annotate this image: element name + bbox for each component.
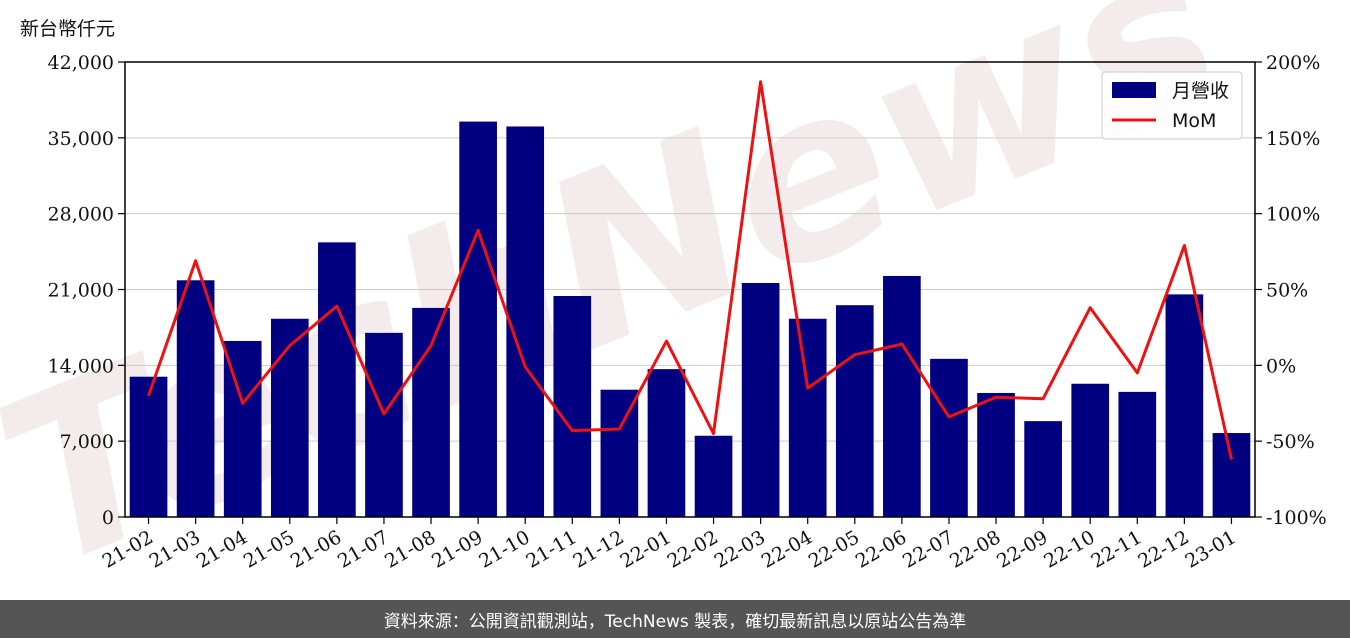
- x-tick-label: 22-11: [1087, 526, 1145, 572]
- legend-swatch-revenue: [1112, 82, 1156, 98]
- y-left-tick-label: 0: [102, 507, 114, 529]
- y-right-tick-label: 0%: [1266, 355, 1296, 377]
- x-tick-label: 21-08: [381, 526, 439, 572]
- x-tick-label: 22-02: [664, 526, 722, 572]
- x-tick-label: 22-01: [617, 526, 675, 572]
- revenue-chart: TechNews 07,00014,00021,00028,00035,0004…: [0, 0, 1327, 600]
- y-left-tick-label: 7,000: [60, 431, 114, 453]
- x-tick-label: 22-05: [805, 526, 863, 572]
- bar-22-07: [930, 358, 968, 517]
- bar-22-05: [835, 305, 874, 517]
- bar-22-03: [741, 283, 780, 517]
- y-right-tick-label: 150%: [1266, 128, 1320, 150]
- bar-22-12: [1165, 294, 1204, 517]
- y-right-tick-label: 50%: [1266, 280, 1308, 302]
- bar-21-09: [459, 121, 497, 517]
- bar-22-01: [647, 369, 686, 517]
- bar-21-02: [129, 376, 168, 517]
- x-tick-label: 21-12: [569, 526, 627, 572]
- x-tick-label: 22-07: [899, 526, 957, 572]
- y-left-tick-label: 35,000: [48, 128, 114, 150]
- x-tick-label: 22-03: [711, 526, 769, 572]
- y-axis-unit-label: 新台幣仟元: [20, 18, 116, 40]
- bar-22-09: [1024, 421, 1062, 517]
- y-left-tick-label: 28,000: [48, 204, 114, 226]
- x-tick-label: 21-11: [522, 526, 580, 572]
- bar-22-11: [1118, 391, 1157, 517]
- bar-21-04: [223, 340, 262, 517]
- bar-21-05: [270, 318, 309, 517]
- y-right-tick-label: -50%: [1266, 431, 1315, 453]
- legend-label-revenue: 月營收: [1172, 80, 1229, 102]
- source-footer: 資料來源：公開資訊觀測站，TechNews 製表，確切最新訊息以原站公告為準: [0, 600, 1350, 638]
- bar-21-10: [506, 126, 545, 517]
- x-tick-label: 23-01: [1182, 526, 1240, 572]
- bar-23-01: [1212, 433, 1251, 517]
- line-series-mom: [147, 80, 1233, 460]
- bar-22-10: [1071, 383, 1110, 517]
- legend: 月營收 MoM: [1101, 71, 1243, 140]
- y-left-tick-label: 14,000: [48, 355, 114, 377]
- bar-21-06: [318, 242, 356, 517]
- y-right-tick-label: 200%: [1266, 52, 1320, 74]
- y-left-tick-label: 42,000: [48, 52, 114, 74]
- bar-22-08: [977, 392, 1015, 517]
- bar-22-02: [694, 435, 733, 517]
- bar-22-06: [883, 275, 921, 517]
- x-tick-label: 22-09: [993, 526, 1051, 572]
- x-tick-label: 22-06: [852, 526, 910, 572]
- bar-21-08: [412, 307, 450, 517]
- x-tick-label: 21-06: [287, 526, 345, 572]
- mom-line: [147, 80, 1233, 460]
- x-tick-label: 22-08: [946, 526, 1004, 572]
- y-left-tick-label: 21,000: [48, 280, 114, 302]
- y-right-tick-label: 100%: [1266, 204, 1320, 226]
- bar-21-12: [600, 389, 639, 517]
- x-tick-label: 21-10: [475, 526, 533, 572]
- bar-21-03: [176, 280, 215, 517]
- x-tick-label: 22-10: [1040, 526, 1098, 572]
- x-tick-label: 21-09: [428, 526, 486, 572]
- x-tick-label: 22-04: [758, 526, 816, 572]
- bar-series-revenue: [129, 121, 1251, 517]
- legend-label-mom: MoM: [1172, 110, 1216, 132]
- bar-21-11: [553, 296, 592, 517]
- x-tick-label: 21-07: [334, 526, 392, 572]
- x-tick-label: 22-12: [1134, 526, 1192, 572]
- bar-22-04: [788, 318, 827, 517]
- bar-21-07: [365, 332, 403, 517]
- y-right-tick-label: -100%: [1266, 507, 1327, 529]
